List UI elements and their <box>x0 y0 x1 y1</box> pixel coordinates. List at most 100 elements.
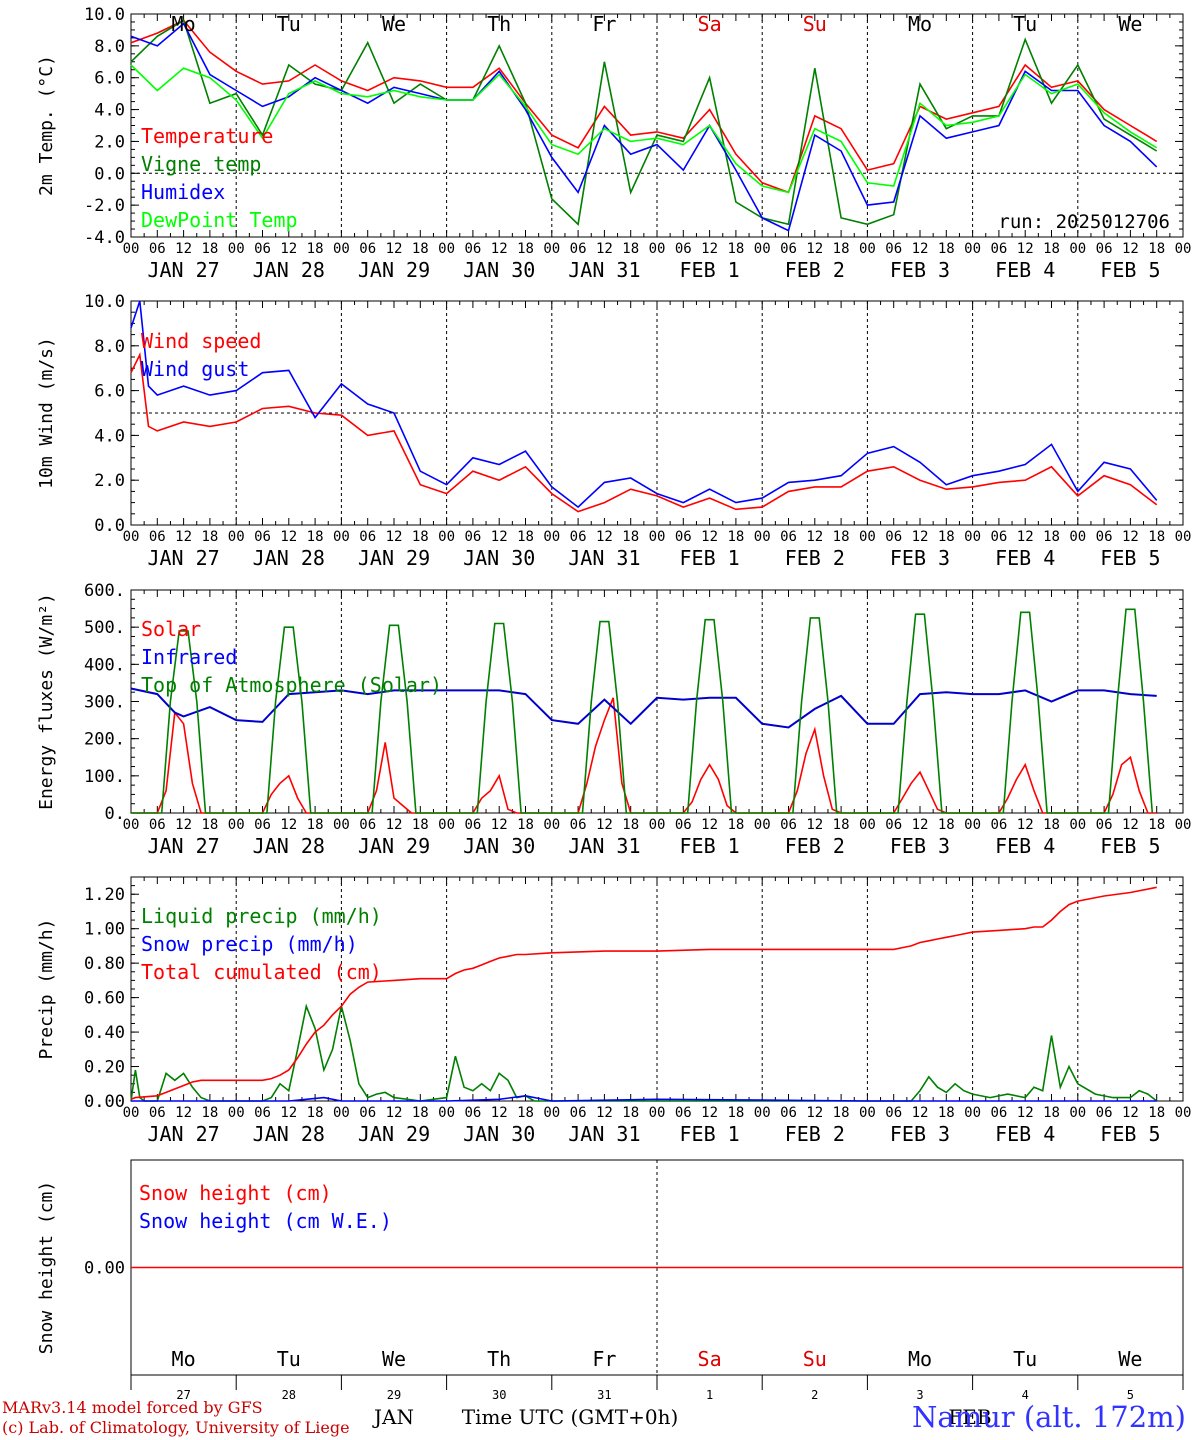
x-hour-label: 00 <box>543 817 560 833</box>
x-hour-label: 12 <box>1017 529 1034 545</box>
x-day-label: FEB 5 <box>1100 1122 1160 1146</box>
x-hour-label: 12 <box>280 1105 297 1121</box>
y-tick-label: 1.00 <box>84 920 125 940</box>
x-day-label: JAN 29 <box>358 834 430 858</box>
bottom-day-number: 30 <box>492 1388 506 1402</box>
y-tick-label: 0.00 <box>84 1259 125 1279</box>
x-hour-label: 06 <box>359 1105 376 1121</box>
legend-entry: Wind gust <box>141 357 249 381</box>
x-hour-label: 00 <box>754 241 771 257</box>
bottom-day-number: 3 <box>916 1388 923 1402</box>
x-hour-label: 18 <box>727 529 744 545</box>
x-hour-label: 00 <box>649 529 666 545</box>
y-tick-label: 500. <box>84 618 125 638</box>
x-hour-label: 00 <box>438 529 455 545</box>
x-hour-label: 06 <box>675 817 692 833</box>
bottom-weekday-label: Su <box>803 1347 827 1371</box>
x-day-label: FEB 5 <box>1100 258 1160 282</box>
x-hour-label: 00 <box>964 241 981 257</box>
x-hour-label: 06 <box>359 817 376 833</box>
x-hour-label: 12 <box>1017 1105 1034 1121</box>
x-day-label: FEB 4 <box>995 258 1055 282</box>
x-hour-label: 06 <box>1096 1105 1113 1121</box>
x-hour-label: 00 <box>228 1105 245 1121</box>
x-day-label: FEB 3 <box>890 1122 950 1146</box>
x-hour-label: 12 <box>1122 1105 1139 1121</box>
weekday-label: Sa <box>698 12 722 36</box>
x-hour-label: 18 <box>833 529 850 545</box>
x-day-label: JAN 30 <box>463 834 535 858</box>
x-hour-label: 00 <box>543 241 560 257</box>
x-hour-label: 18 <box>938 529 955 545</box>
x-hour-label: 06 <box>990 241 1007 257</box>
legend-entry: Total cumulated (cm) <box>141 960 382 984</box>
x-hour-label: 06 <box>464 817 481 833</box>
x-hour-label: 12 <box>806 1105 823 1121</box>
weekday-label: We <box>1118 12 1142 36</box>
legend-entry: Temperature <box>141 124 273 148</box>
x-hour-label: 12 <box>806 529 823 545</box>
x-hour-label: 00 <box>333 529 350 545</box>
legend-entry: Top of Atmosphere (Solar) <box>141 673 442 697</box>
run-label: run: 2025012706 <box>998 211 1170 233</box>
y-tick-label: 400. <box>84 655 125 675</box>
x-hour-label: 12 <box>806 817 823 833</box>
y-tick-label: 4.0 <box>94 101 125 121</box>
x-hour-label: 12 <box>806 241 823 257</box>
x-day-label: FEB 3 <box>890 546 950 570</box>
x-hour-label: 12 <box>175 1105 192 1121</box>
y-tick-label: 0.0 <box>94 164 125 184</box>
x-hour-label: 06 <box>1096 529 1113 545</box>
x-hour-label: 06 <box>780 817 797 833</box>
x-hour-label: 12 <box>596 241 613 257</box>
x-hour-label: 00 <box>228 529 245 545</box>
x-hour-label: 00 <box>649 241 666 257</box>
x-hour-label: 00 <box>859 241 876 257</box>
panel-frame-2 <box>130 589 1184 814</box>
x-hour-label: 18 <box>622 817 639 833</box>
x-hour-label: 00 <box>228 817 245 833</box>
x-day-label: FEB 2 <box>785 258 845 282</box>
x-hour-label: 18 <box>307 241 324 257</box>
x-hour-label: 12 <box>491 817 508 833</box>
x-hour-label: 06 <box>149 529 166 545</box>
x-day-label: FEB 2 <box>785 834 845 858</box>
x-hour-label: 18 <box>412 1105 429 1121</box>
x-day-label: JAN 31 <box>568 546 640 570</box>
x-hour-label: 06 <box>570 817 587 833</box>
x-hour-label: 18 <box>412 241 429 257</box>
x-hour-label: 00 <box>123 241 140 257</box>
x-hour-label: 18 <box>517 529 534 545</box>
model-credit-line1: MARv3.14 model forced by GFS <box>2 1398 263 1417</box>
x-hour-label: 18 <box>727 241 744 257</box>
x-day-label: FEB 2 <box>785 546 845 570</box>
y-axis-label: Energy fluxes (W/m²) <box>36 593 57 810</box>
x-hour-label: 00 <box>1175 817 1192 833</box>
bottom-weekday-label: Tu <box>277 1347 301 1371</box>
series-line-total-cumulated-cm- <box>130 886 1157 1101</box>
x-hour-label: 00 <box>754 529 771 545</box>
bottom-day-number: 4 <box>1022 1388 1029 1402</box>
x-hour-label: 12 <box>491 241 508 257</box>
bottom-weekday-label: We <box>1118 1347 1142 1371</box>
x-hour-label: 18 <box>307 817 324 833</box>
x-hour-label: 12 <box>175 817 192 833</box>
x-hour-label: 06 <box>570 1105 587 1121</box>
x-day-label: JAN 29 <box>358 258 430 282</box>
x-hour-label: 18 <box>1148 529 1165 545</box>
x-hour-label: 18 <box>938 817 955 833</box>
legend-entry: Snow precip (mm/h) <box>141 932 358 956</box>
x-hour-label: 00 <box>333 241 350 257</box>
y-tick-label: 300. <box>84 693 125 713</box>
bottom-day-number: 27 <box>176 1388 190 1402</box>
x-day-label: JAN 30 <box>463 1122 535 1146</box>
x-day-label: FEB 4 <box>995 1122 1055 1146</box>
x-hour-label: 00 <box>1069 241 1086 257</box>
x-day-label: JAN 31 <box>568 834 640 858</box>
x-hour-label: 00 <box>649 817 666 833</box>
y-tick-label: 100. <box>84 767 125 787</box>
x-hour-label: 06 <box>780 241 797 257</box>
bottom-day-number: 31 <box>597 1388 611 1402</box>
series-line-humidex <box>130 22 1158 232</box>
series-line-top-of-atmosphere-solar- <box>131 608 1154 814</box>
